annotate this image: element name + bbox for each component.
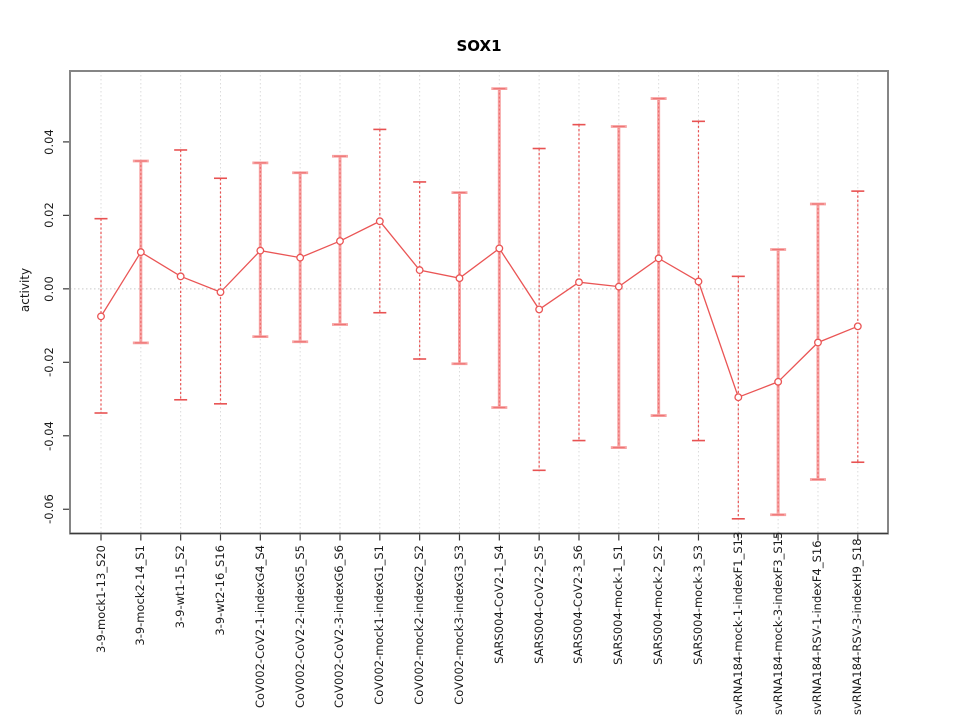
data-point-marker xyxy=(455,274,464,283)
x-tick-label: CoV002-CoV2-1-indexG4_S4 xyxy=(252,545,267,708)
data-point-marker xyxy=(535,305,544,314)
x-tick-label: SARS004-CoV2-2_S5 xyxy=(531,545,546,664)
data-point-marker xyxy=(734,393,743,402)
x-tick-label: 3-9-mock1-13_S20 xyxy=(93,545,108,653)
data-point-marker xyxy=(97,312,105,321)
data-point-marker xyxy=(654,254,663,263)
x-tick-label: svRNA184-mock-3-indexF3_S15 xyxy=(770,531,785,715)
series-line xyxy=(100,220,859,399)
x-tick-label: svRNA184-RSV-1-indexF4_S16 xyxy=(810,540,825,715)
data-point-marker xyxy=(495,244,504,253)
data-point-marker xyxy=(296,253,305,262)
data-point-marker xyxy=(256,246,265,255)
x-tick-label: 3-9-wt1-15_S2 xyxy=(173,545,188,629)
data-point-marker xyxy=(136,248,145,257)
y-tick-label: -0.04 xyxy=(42,420,56,451)
x-tick-label: SARS004-mock-3_S3 xyxy=(690,545,705,665)
data-point-marker xyxy=(415,266,424,275)
data-point-marker xyxy=(176,272,185,281)
data-point-marker xyxy=(336,237,344,246)
x-tick-label: SARS004-CoV2-1_S4 xyxy=(491,545,506,664)
data-point-marker xyxy=(814,338,822,347)
x-tick-label: CoV002-CoV2-3-indexG6_S6 xyxy=(332,545,347,708)
x-tick-label: SARS004-CoV2-3_S6 xyxy=(571,545,586,664)
x-tick-label: CoV002-CoV2-2-indexG5_S5 xyxy=(292,545,307,708)
data-point-marker xyxy=(694,277,703,286)
y-tick-label: 0.02 xyxy=(42,202,56,229)
x-tick-label: 3-9-mock2-14_S1 xyxy=(133,545,148,646)
y-tick-label: -0.02 xyxy=(42,347,56,378)
y-tick-label: 0.00 xyxy=(42,276,56,302)
x-tick-label: svRNA184-mock-1-indexF1_S13 xyxy=(730,531,745,715)
plot-border xyxy=(69,70,889,535)
chart-title: SOX1 xyxy=(456,37,502,55)
x-tick-label: SARS004-mock-2_S2 xyxy=(651,545,666,665)
data-point-marker xyxy=(614,282,623,291)
x-tick-label: 3-9-wt2-16_S16 xyxy=(212,545,227,636)
data-point-marker xyxy=(853,322,862,331)
x-tick-label: CoV002-mock2-indexG2_S2 xyxy=(412,545,427,705)
data-point-marker xyxy=(575,278,583,287)
data-point-marker xyxy=(375,217,384,226)
y-axis-label: activity xyxy=(18,267,32,313)
x-tick-label: CoV002-mock1-indexG1_S1 xyxy=(372,545,387,705)
x-tick-label: SARS004-mock-1_S1 xyxy=(611,545,626,665)
data-point-marker xyxy=(774,377,783,386)
x-tick-label: svRNA184-RSV-3-indexH9_S18 xyxy=(850,538,865,715)
y-tick-label: 0.04 xyxy=(42,129,56,155)
y-tick-label: -0.06 xyxy=(42,494,56,525)
x-tick-label: CoV002-mock3-indexG3_S3 xyxy=(451,545,466,705)
data-point-marker xyxy=(216,288,225,297)
